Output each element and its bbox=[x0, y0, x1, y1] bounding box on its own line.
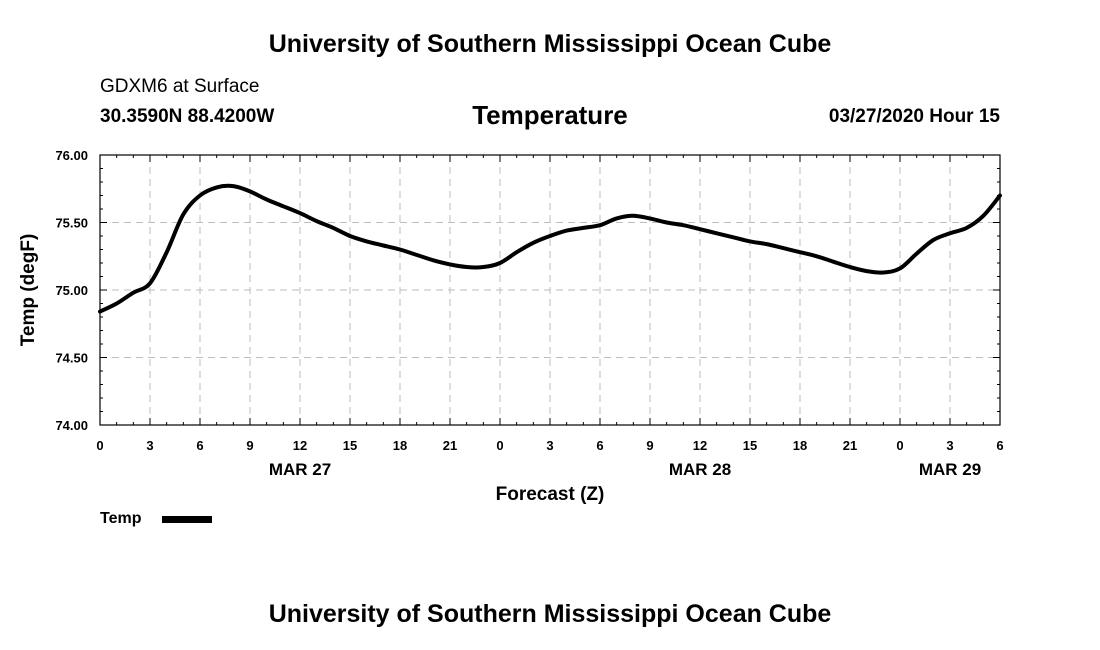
x-tick-label: 12 bbox=[693, 438, 707, 453]
x-tick-label: 3 bbox=[946, 438, 953, 453]
y-tick-label: 74.50 bbox=[55, 351, 88, 366]
x-tick-label: 6 bbox=[596, 438, 603, 453]
x-axis-title: Forecast (Z) bbox=[496, 484, 605, 505]
x-tick-label: 21 bbox=[443, 438, 457, 453]
x-tick-label: 15 bbox=[343, 438, 357, 453]
chart-title: Temperature bbox=[472, 100, 628, 130]
x-tick-label: 18 bbox=[393, 438, 407, 453]
x-tick-label: 9 bbox=[246, 438, 253, 453]
date-label: MAR 29 bbox=[919, 460, 981, 479]
series-layer bbox=[98, 183, 1002, 314]
top-title: University of Southern Mississippi Ocean… bbox=[268, 30, 832, 58]
datetime-label: 03/27/2020 Hour 15 bbox=[828, 106, 1000, 127]
x-tick-label: 6 bbox=[996, 438, 1003, 453]
x-tick-label: 0 bbox=[496, 438, 503, 453]
y-tick-label: 75.50 bbox=[55, 216, 88, 231]
y-axis-title: Temp (degF) bbox=[18, 234, 39, 347]
x-tick-label: 0 bbox=[896, 438, 903, 453]
axis-layer bbox=[99, 154, 1001, 426]
plot-frame bbox=[99, 154, 1001, 426]
x-tick-label: 15 bbox=[743, 438, 757, 453]
y-tick-label: 74.00 bbox=[55, 418, 88, 433]
date-label: MAR 27 bbox=[269, 460, 331, 479]
x-tick-label: 9 bbox=[646, 438, 653, 453]
y-tick-label: 76.00 bbox=[55, 148, 88, 163]
x-tick-label: 12 bbox=[293, 438, 307, 453]
bottom-title: University of Southern Mississippi Ocean… bbox=[268, 600, 832, 628]
date-label: MAR 28 bbox=[669, 460, 731, 479]
legend-line-temp bbox=[162, 516, 212, 523]
y-tick-label: 75.00 bbox=[55, 283, 88, 298]
station-label: GDXM6 at Surface bbox=[100, 76, 260, 97]
legend-label-temp: Temp bbox=[100, 510, 142, 527]
series-line-temp bbox=[98, 183, 1002, 314]
grid-layer bbox=[100, 155, 1000, 425]
label-layer: 0 3 6 9 12 15 18 21 0 3 6 9 12 15 18 21 0 3 6 74.00 74.50 75.… bbox=[18, 148, 1004, 505]
x-tick-label: 6 bbox=[196, 438, 203, 453]
x-tick-label: 3 bbox=[146, 438, 153, 453]
x-tick-label: 3 bbox=[546, 438, 553, 453]
x-tick-label: 21 bbox=[843, 438, 857, 453]
x-tick-label: 18 bbox=[793, 438, 807, 453]
x-tick-label: 0 bbox=[96, 438, 103, 453]
coordinates-label: 30.3590N 88.4200W bbox=[100, 106, 275, 127]
